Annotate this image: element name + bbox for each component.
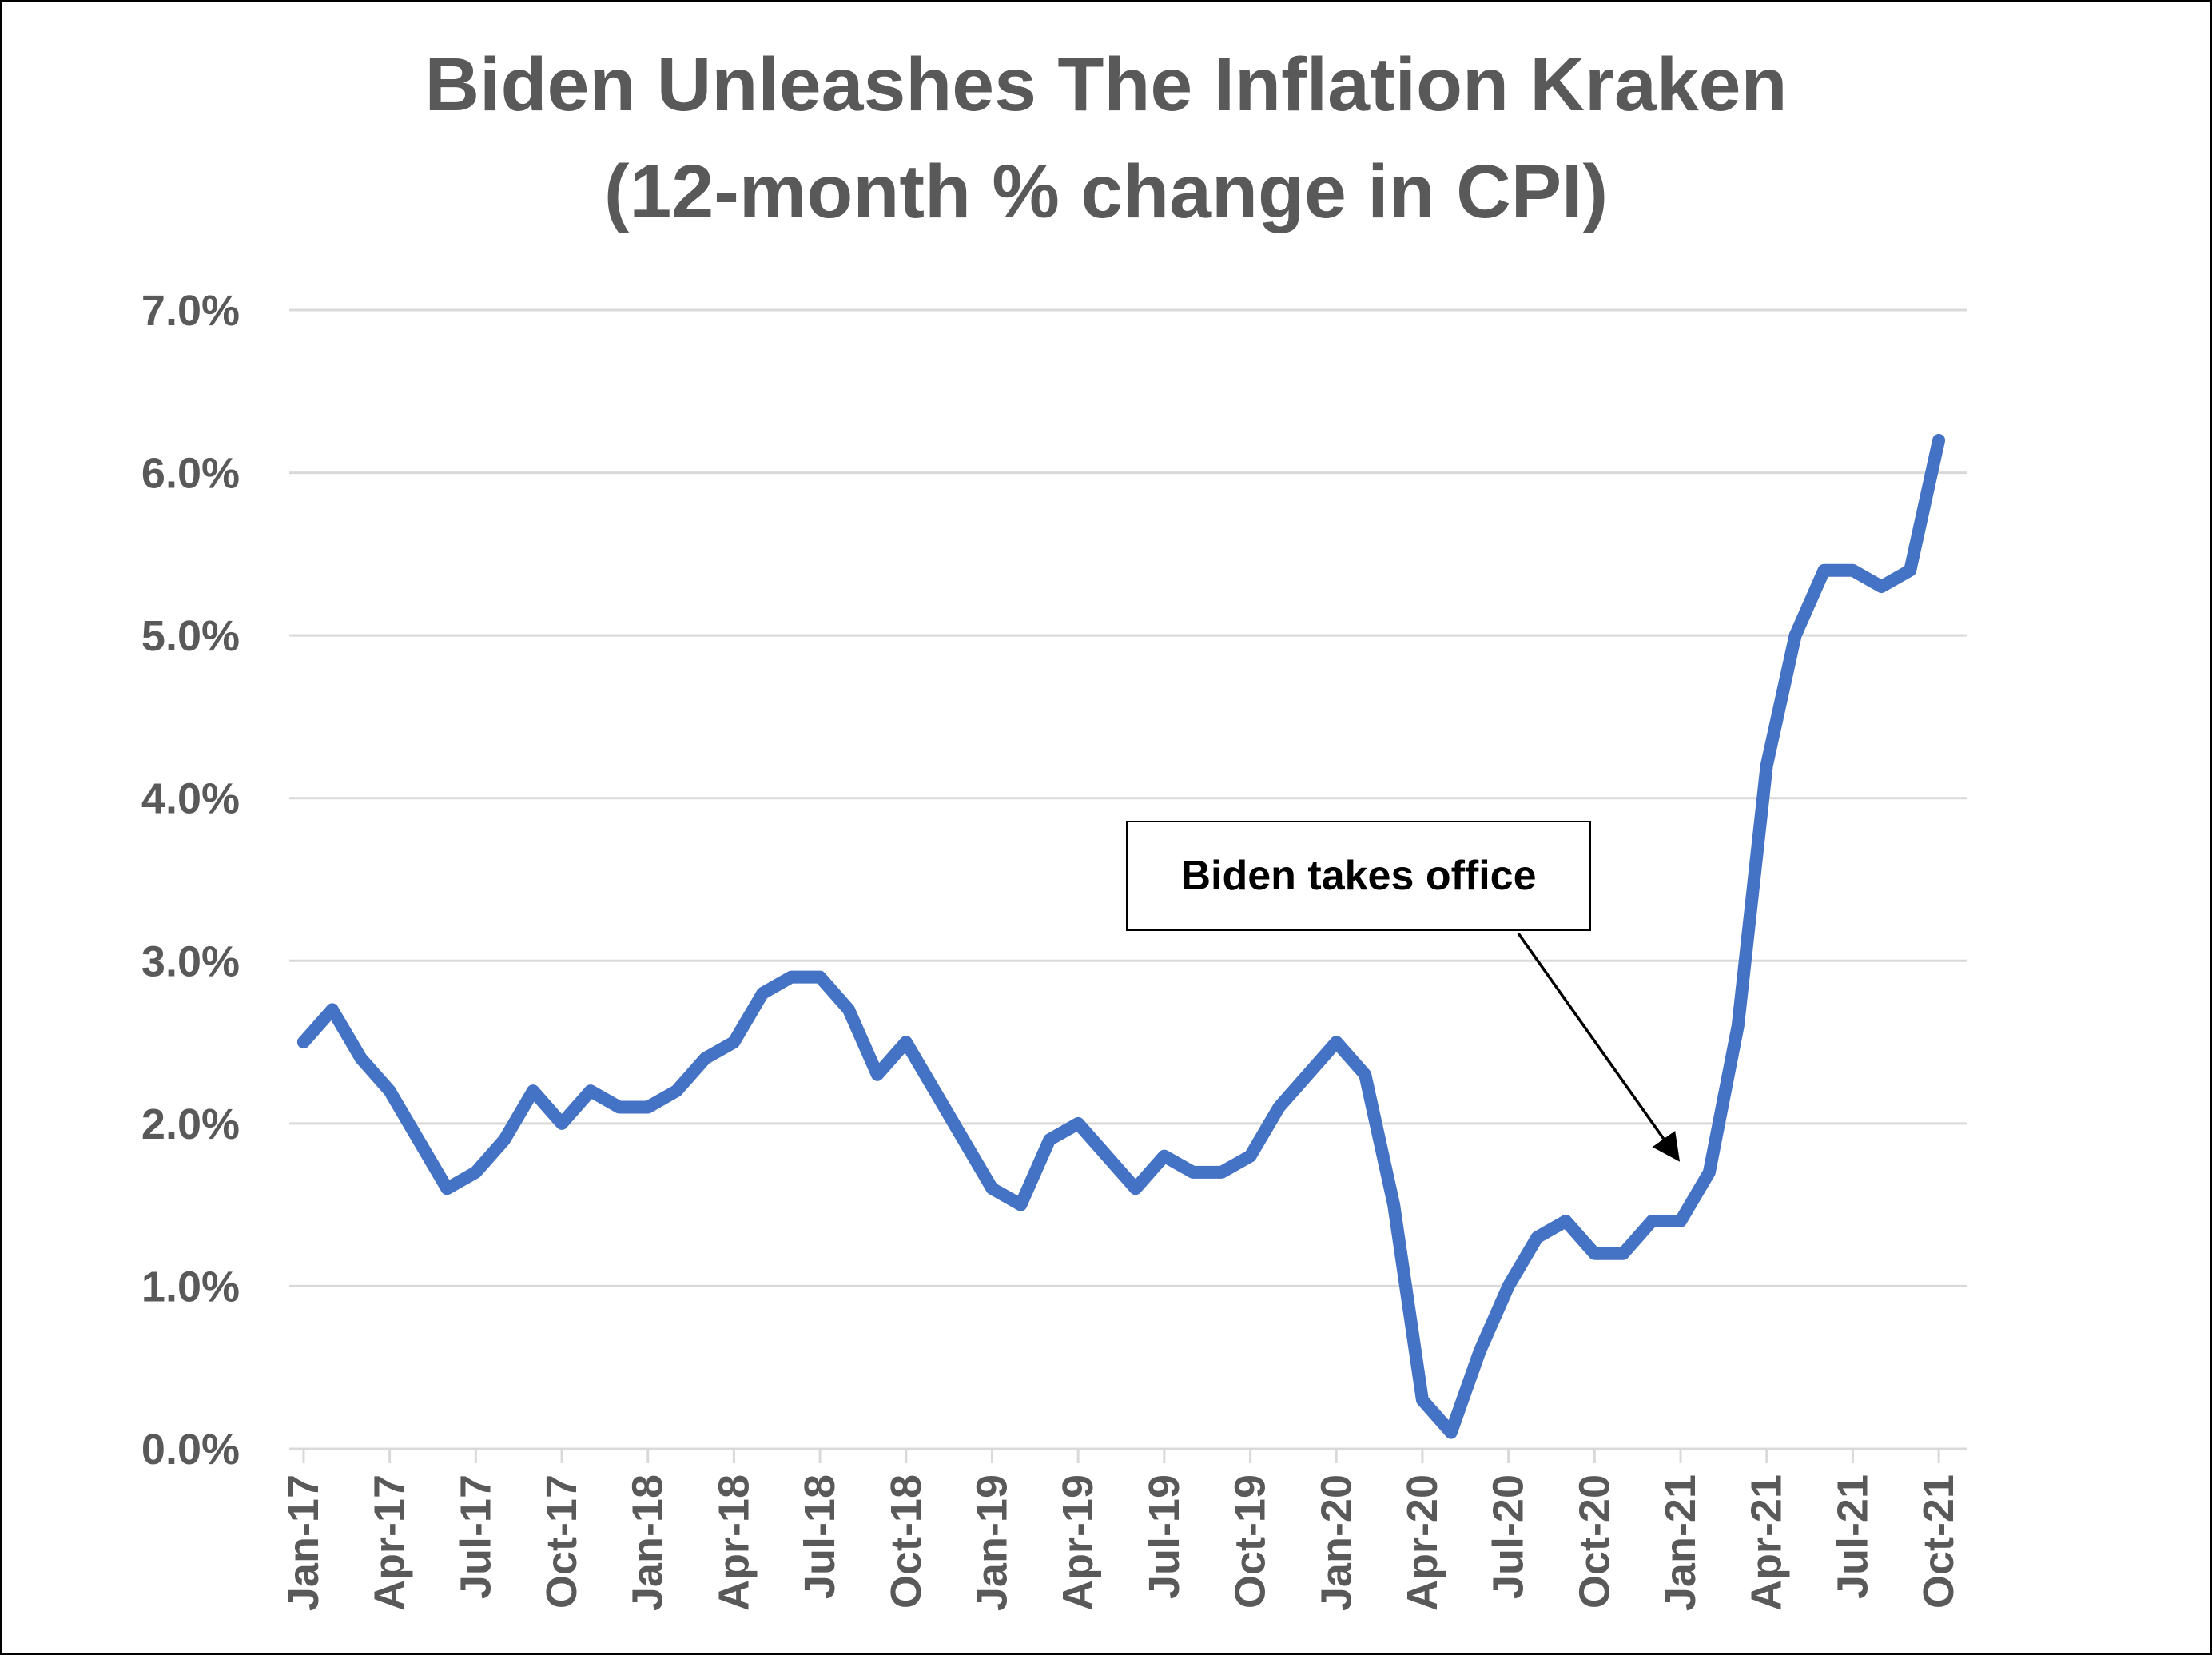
x-tick-label: Apr-19	[1054, 1474, 1102, 1611]
x-tick-label: Jan-17	[280, 1474, 328, 1611]
data-point	[1880, 585, 1884, 589]
data-point	[1736, 1024, 1740, 1028]
data-point	[1335, 1040, 1339, 1044]
data-point	[617, 1105, 621, 1109]
data-point	[1162, 1154, 1166, 1158]
data-point	[445, 1187, 449, 1191]
annotation-arrow	[1517, 932, 1681, 1162]
data-point	[388, 1089, 392, 1093]
data-point	[847, 1008, 850, 1012]
data-point	[1191, 1170, 1195, 1174]
data-point	[560, 1121, 564, 1125]
data-point	[1937, 438, 1941, 442]
x-tick-label: Apr-20	[1398, 1474, 1446, 1611]
data-point	[1707, 1170, 1711, 1174]
data-point	[1133, 1187, 1137, 1191]
annotation-arrow-group	[1517, 932, 1681, 1162]
chart-title: Biden Unleashes The Inflation Kraken	[424, 42, 1788, 127]
data-point	[416, 1138, 420, 1142]
data-point	[1564, 1219, 1568, 1223]
data-point	[1822, 568, 1826, 572]
data-point	[359, 1056, 363, 1060]
x-tick-label: Jan-21	[1657, 1474, 1705, 1611]
x-axis: Jan-17 Apr-17 Jul-17 Oct-17 Jan-18 Apr-18 Jul-…	[280, 1447, 1967, 1611]
x-tick-label: Oct-17	[538, 1474, 586, 1609]
data-point	[1048, 1138, 1052, 1142]
y-tick-label: 0.0%	[141, 1426, 240, 1474]
y-tick-label: 4.0%	[141, 775, 240, 823]
x-tick-label: Oct-21	[1915, 1474, 1963, 1609]
data-point	[703, 1056, 707, 1060]
data-point	[1506, 1284, 1510, 1288]
data-point	[1363, 1072, 1367, 1076]
data-point	[1449, 1430, 1453, 1434]
data-point	[1621, 1251, 1625, 1255]
data-point	[1650, 1219, 1654, 1223]
x-tick-label: Jan-18	[624, 1474, 672, 1611]
data-point	[674, 1089, 678, 1093]
data-point	[1277, 1105, 1281, 1109]
data-point	[503, 1138, 507, 1142]
x-tick-label: Jul-17	[452, 1474, 499, 1599]
data-point	[1679, 1219, 1683, 1223]
data-point	[1219, 1170, 1223, 1174]
y-tick-label: 6.0%	[141, 450, 240, 498]
x-tick-label: Jul-19	[1140, 1474, 1188, 1599]
y-tick-label: 3.0%	[141, 937, 240, 985]
data-point	[1248, 1154, 1252, 1158]
data-point	[732, 1040, 736, 1044]
data-point	[761, 992, 765, 995]
data-point	[1478, 1349, 1482, 1353]
data-point	[1420, 1398, 1424, 1402]
data-point	[1593, 1251, 1597, 1255]
x-tick-label: Jul-18	[796, 1474, 844, 1599]
data-point	[1851, 568, 1855, 572]
x-tick-label: Apr-18	[710, 1474, 758, 1611]
data-point	[875, 1072, 879, 1076]
data-point	[1306, 1072, 1310, 1076]
data-point	[1076, 1121, 1080, 1125]
x-tick-label: Jul-20	[1485, 1474, 1533, 1599]
data-point	[1105, 1154, 1109, 1158]
chart-subtitle: (12-month % change in CPI)	[603, 149, 1609, 234]
data-point	[301, 1040, 305, 1044]
x-tick-label: Jan-20	[1312, 1474, 1360, 1611]
data-point	[990, 1187, 994, 1191]
x-tick-label: Oct-19	[1227, 1474, 1275, 1609]
x-tick-label: Apr-17	[366, 1474, 414, 1611]
y-tick-label: 2.0%	[141, 1100, 240, 1148]
x-tick-label: Jul-21	[1828, 1474, 1876, 1599]
data-point	[790, 975, 794, 979]
data-point	[1392, 1203, 1396, 1207]
series-layer	[296, 433, 1946, 1439]
data-point	[818, 975, 822, 979]
data-point	[1535, 1235, 1539, 1239]
data-point	[904, 1040, 908, 1044]
x-tick-label: Jan-19	[968, 1474, 1016, 1611]
data-point	[1019, 1203, 1023, 1207]
annotation-callout: Biden takes office	[1126, 821, 1591, 931]
x-tick-label: Oct-20	[1570, 1474, 1618, 1609]
data-point	[474, 1170, 478, 1174]
data-point	[646, 1105, 650, 1109]
y-tick-label: 5.0%	[141, 612, 240, 660]
y-axis-labels: 0.0% 1.0% 2.0% 3.0% 4.0% 5.0% 6.0% 7.0%	[141, 287, 240, 1474]
data-point	[330, 1008, 334, 1012]
x-tick-label: Apr-21	[1743, 1474, 1791, 1611]
data-point	[961, 1138, 965, 1142]
data-point	[588, 1089, 592, 1093]
cpi-series-line	[296, 433, 1946, 1439]
data-point	[1793, 634, 1797, 638]
y-tick-label: 7.0%	[141, 287, 240, 335]
y-tick-label: 1.0%	[141, 1263, 240, 1311]
data-point	[531, 1089, 535, 1093]
data-point	[1908, 568, 1912, 572]
data-point	[1764, 764, 1768, 767]
x-tick-label: Oct-18	[882, 1474, 930, 1609]
data-point	[933, 1089, 937, 1093]
